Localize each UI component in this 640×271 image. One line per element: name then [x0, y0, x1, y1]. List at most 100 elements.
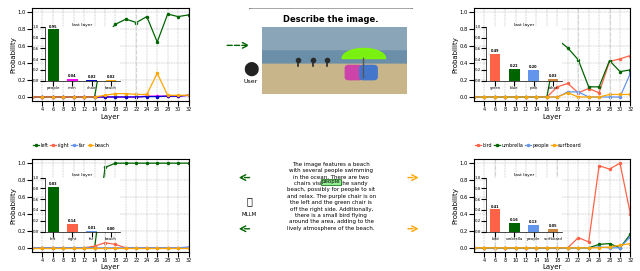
- right: [60, 246, 67, 249]
- umbrella: [522, 246, 530, 249]
- beach: [49, 246, 57, 249]
- pink: [574, 90, 582, 93]
- people: [627, 235, 634, 238]
- right: [81, 246, 88, 249]
- other: [543, 95, 551, 99]
- pink: [512, 95, 520, 99]
- left: [28, 246, 36, 249]
- beach: [28, 95, 36, 99]
- Text: Describe the image.: Describe the image.: [284, 15, 379, 24]
- beach: [132, 246, 140, 249]
- left: [122, 162, 130, 165]
- Line: men: men: [31, 94, 189, 98]
- beach: [185, 94, 193, 97]
- right: [38, 246, 46, 249]
- Line: beach: beach: [31, 247, 189, 249]
- men: [28, 95, 36, 99]
- pink: [627, 72, 634, 75]
- beach: [132, 93, 140, 96]
- bird: [522, 246, 530, 249]
- surfboard: [470, 246, 477, 249]
- beach: [49, 95, 57, 99]
- pink: [564, 90, 572, 93]
- beach: [101, 246, 109, 249]
- far: [60, 246, 67, 249]
- far: [164, 246, 172, 249]
- people: [38, 95, 46, 99]
- Line: bird: bird: [473, 162, 632, 249]
- FancyBboxPatch shape: [248, 8, 415, 104]
- other: [627, 93, 634, 96]
- surfboard: [481, 246, 488, 249]
- Y-axis label: Probability: Probability: [10, 187, 16, 224]
- other: [616, 93, 624, 96]
- surfboard: [491, 246, 499, 249]
- far: [122, 246, 130, 249]
- surfboard: [554, 246, 561, 249]
- Text: MLLM: MLLM: [241, 212, 257, 217]
- right: [101, 241, 109, 244]
- people: [70, 95, 77, 99]
- chair: [143, 95, 150, 98]
- other: [574, 95, 582, 99]
- people: [595, 245, 603, 249]
- bird: [532, 246, 540, 249]
- beach: [154, 246, 161, 249]
- umbrella: [532, 246, 540, 249]
- surfboard: [543, 246, 551, 249]
- blue: [616, 70, 624, 73]
- umbrella: [501, 246, 509, 249]
- people: [543, 246, 551, 249]
- right: [49, 246, 57, 249]
- green: [543, 95, 551, 99]
- beach: [164, 94, 172, 97]
- beach: [70, 246, 77, 249]
- men: [154, 95, 161, 98]
- far: [70, 246, 77, 249]
- people: [564, 246, 572, 249]
- Line: chair: chair: [31, 94, 189, 98]
- FancyBboxPatch shape: [246, 158, 415, 254]
- Legend: left, right, far, beach: left, right, far, beach: [31, 141, 112, 150]
- beach: [81, 246, 88, 249]
- green: [574, 91, 582, 94]
- Y-axis label: Probability: Probability: [452, 36, 458, 73]
- beach: [122, 246, 130, 249]
- men: [60, 95, 67, 99]
- far: [132, 246, 140, 249]
- umbrella: [605, 242, 613, 245]
- right: [132, 246, 140, 249]
- men: [81, 95, 88, 99]
- left: [91, 246, 99, 249]
- people: [522, 246, 530, 249]
- blue: [564, 46, 572, 50]
- umbrella: [574, 246, 582, 249]
- chair: [91, 95, 99, 99]
- bird: [595, 164, 603, 167]
- beach: [111, 246, 119, 249]
- bird: [470, 246, 477, 249]
- X-axis label: Layer: Layer: [100, 114, 120, 120]
- Legend: bird, umbrella, people, surfboard: bird, umbrella, people, surfboard: [473, 141, 584, 150]
- chair: [164, 95, 172, 98]
- left: [70, 246, 77, 249]
- X-axis label: Layer: Layer: [543, 114, 562, 120]
- people: [28, 95, 36, 99]
- Text: people: people: [322, 179, 340, 185]
- right: [70, 246, 77, 249]
- pink: [543, 95, 551, 99]
- blue: [574, 58, 582, 61]
- chair: [38, 95, 46, 99]
- right: [91, 244, 99, 248]
- chair: [154, 95, 161, 98]
- pink: [532, 95, 540, 99]
- far: [185, 245, 193, 249]
- left: [60, 246, 67, 249]
- right: [164, 246, 172, 249]
- Line: right: right: [31, 242, 189, 249]
- surfboard: [501, 246, 509, 249]
- people: [554, 246, 561, 249]
- men: [174, 95, 182, 98]
- left: [81, 246, 88, 249]
- green: [585, 87, 593, 90]
